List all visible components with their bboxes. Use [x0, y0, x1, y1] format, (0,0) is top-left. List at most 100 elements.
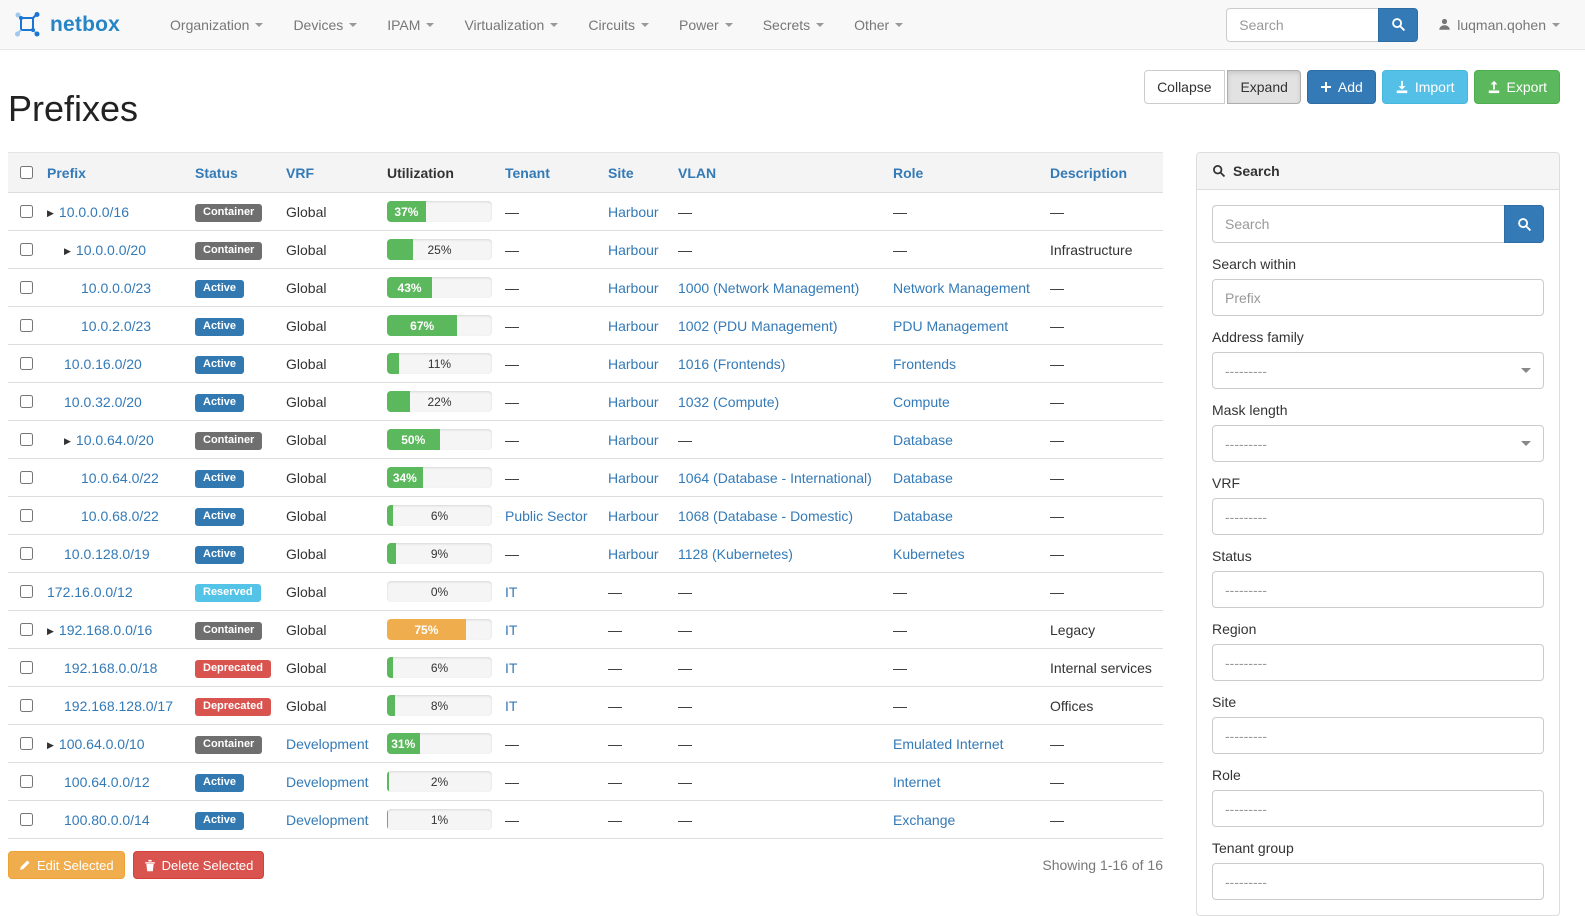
vlan-link[interactable]: 1128 (Kubernetes)	[678, 545, 793, 562]
column-header-description[interactable]: Description	[1042, 152, 1163, 193]
site-link[interactable]: Harbour	[608, 507, 659, 524]
site-link[interactable]: Harbour	[608, 279, 659, 296]
nav-menu-secrets[interactable]: Secrets	[748, 0, 839, 50]
delete-selected-button[interactable]: Delete Selected	[132, 851, 265, 879]
role-link[interactable]: Internet	[893, 773, 941, 790]
tenant-link[interactable]: Public Sector	[505, 507, 588, 524]
prefix-link[interactable]: 10.0.0.0/16	[58, 203, 129, 220]
prefix-link[interactable]: 10.0.0.0/23	[81, 279, 152, 296]
export-button[interactable]: Export	[1473, 70, 1560, 104]
global-search-button[interactable]	[1378, 7, 1419, 42]
site-link[interactable]: Harbour	[608, 203, 659, 220]
site-select[interactable]: ---------	[1212, 717, 1544, 754]
row-checkbox[interactable]	[20, 661, 33, 674]
row-checkbox[interactable]	[20, 623, 33, 636]
vlan-link[interactable]: 1002 (PDU Management)	[678, 317, 838, 334]
prefix-link[interactable]: 10.0.64.0/20	[75, 431, 154, 448]
nav-menu-devices[interactable]: Devices	[278, 0, 372, 50]
global-search-input[interactable]	[1226, 7, 1379, 42]
prefix-link[interactable]: 192.168.128.0/17	[64, 697, 173, 714]
row-checkbox[interactable]	[20, 281, 33, 294]
filter-search-button[interactable]	[1504, 205, 1544, 243]
role-link[interactable]: Database	[893, 507, 953, 524]
prefix-link[interactable]: 100.80.0.0/14	[64, 811, 150, 828]
role-link[interactable]: Emulated Internet	[893, 735, 1004, 752]
column-header-site[interactable]: Site	[600, 152, 670, 193]
prefix-link[interactable]: 10.0.2.0/23	[81, 317, 152, 334]
prefix-link[interactable]: 10.0.64.0/22	[81, 469, 159, 486]
column-header-tenant[interactable]: Tenant	[497, 152, 600, 193]
user-menu[interactable]: luqman.qohen	[1438, 17, 1560, 33]
row-checkbox[interactable]	[20, 775, 33, 788]
role-link[interactable]: Exchange	[893, 811, 956, 828]
vrf-link[interactable]: Development	[286, 811, 369, 828]
tenant-link[interactable]: IT	[505, 659, 518, 676]
role-link[interactable]: Frontends	[893, 355, 957, 372]
site-link[interactable]: Harbour	[608, 431, 659, 448]
row-checkbox[interactable]	[20, 737, 33, 750]
row-checkbox[interactable]	[20, 547, 33, 560]
vlan-link[interactable]: 1064 (Database - International)	[678, 469, 872, 486]
prefix-link[interactable]: 192.168.0.0/16	[58, 621, 153, 638]
nav-menu-power[interactable]: Power	[664, 0, 748, 50]
nav-menu-organization[interactable]: Organization	[155, 0, 278, 50]
add-button[interactable]: Add	[1306, 70, 1376, 104]
prefix-link[interactable]: 10.0.32.0/20	[64, 393, 142, 410]
tenant-link[interactable]: IT	[505, 583, 518, 600]
collapse-button[interactable]: Collapse	[1144, 70, 1225, 104]
prefix-link[interactable]: 10.0.128.0/19	[64, 545, 150, 562]
row-checkbox[interactable]	[20, 813, 33, 826]
prefix-link[interactable]: 100.64.0.0/10	[58, 735, 145, 752]
search-within-input[interactable]	[1212, 279, 1544, 316]
site-link[interactable]: Harbour	[608, 241, 659, 258]
column-header-status[interactable]: Status	[187, 152, 278, 193]
vlan-link[interactable]: 1032 (Compute)	[678, 393, 780, 410]
nav-menu-virtualization[interactable]: Virtualization	[449, 0, 573, 50]
vrf-link[interactable]: Development	[286, 773, 369, 790]
prefix-link[interactable]: 172.16.0.0/12	[47, 583, 133, 600]
netbox-brand[interactable]: netbox	[15, 11, 120, 38]
vlan-link[interactable]: 1016 (Frontends)	[678, 355, 786, 372]
role-link[interactable]: Compute	[893, 393, 950, 410]
row-checkbox[interactable]	[20, 243, 33, 256]
import-button[interactable]: Import	[1381, 70, 1468, 104]
row-checkbox[interactable]	[20, 395, 33, 408]
vlan-link[interactable]: 1000 (Network Management)	[678, 279, 860, 296]
row-checkbox[interactable]	[20, 205, 33, 218]
mask-length-select[interactable]: ---------	[1212, 425, 1544, 462]
row-checkbox[interactable]	[20, 433, 33, 446]
role-link[interactable]: PDU Management	[893, 317, 1009, 334]
role-link[interactable]: Kubernetes	[893, 545, 965, 562]
prefix-link[interactable]: 192.168.0.0/18	[64, 659, 158, 676]
status-select[interactable]: ---------	[1212, 571, 1544, 608]
row-checkbox[interactable]	[20, 699, 33, 712]
site-link[interactable]: Harbour	[608, 393, 659, 410]
tenant-link[interactable]: IT	[505, 621, 518, 638]
address-family-select[interactable]: ---------	[1212, 352, 1544, 389]
row-checkbox[interactable]	[20, 319, 33, 332]
region-select[interactable]: ---------	[1212, 644, 1544, 681]
role-link[interactable]: Network Management	[893, 279, 1030, 296]
role-link[interactable]: Database	[893, 469, 953, 486]
nav-menu-circuits[interactable]: Circuits	[573, 0, 664, 50]
tenant-link[interactable]: IT	[505, 697, 518, 714]
role-select[interactable]: ---------	[1212, 790, 1544, 827]
prefix-link[interactable]: 10.0.68.0/22	[81, 507, 159, 524]
prefix-link[interactable]: 10.0.16.0/20	[64, 355, 142, 372]
role-link[interactable]: Database	[893, 431, 953, 448]
vrf-link[interactable]: Development	[286, 735, 369, 752]
column-header-role[interactable]: Role	[885, 152, 1042, 193]
edit-selected-button[interactable]: Edit Selected	[8, 851, 125, 879]
column-header-vrf[interactable]: VRF	[278, 152, 379, 193]
nav-menu-ipam[interactable]: IPAM	[372, 0, 449, 50]
column-header-vlan[interactable]: VLAN	[670, 152, 885, 193]
filter-search-input[interactable]	[1212, 205, 1504, 243]
column-header-prefix[interactable]: Prefix	[39, 152, 187, 193]
row-checkbox[interactable]	[20, 471, 33, 484]
row-checkbox[interactable]	[20, 585, 33, 598]
prefix-link[interactable]: 10.0.0.0/20	[75, 241, 146, 258]
vrf-select[interactable]: ---------	[1212, 498, 1544, 535]
row-checkbox[interactable]	[20, 357, 33, 370]
site-link[interactable]: Harbour	[608, 545, 659, 562]
site-link[interactable]: Harbour	[608, 469, 659, 486]
